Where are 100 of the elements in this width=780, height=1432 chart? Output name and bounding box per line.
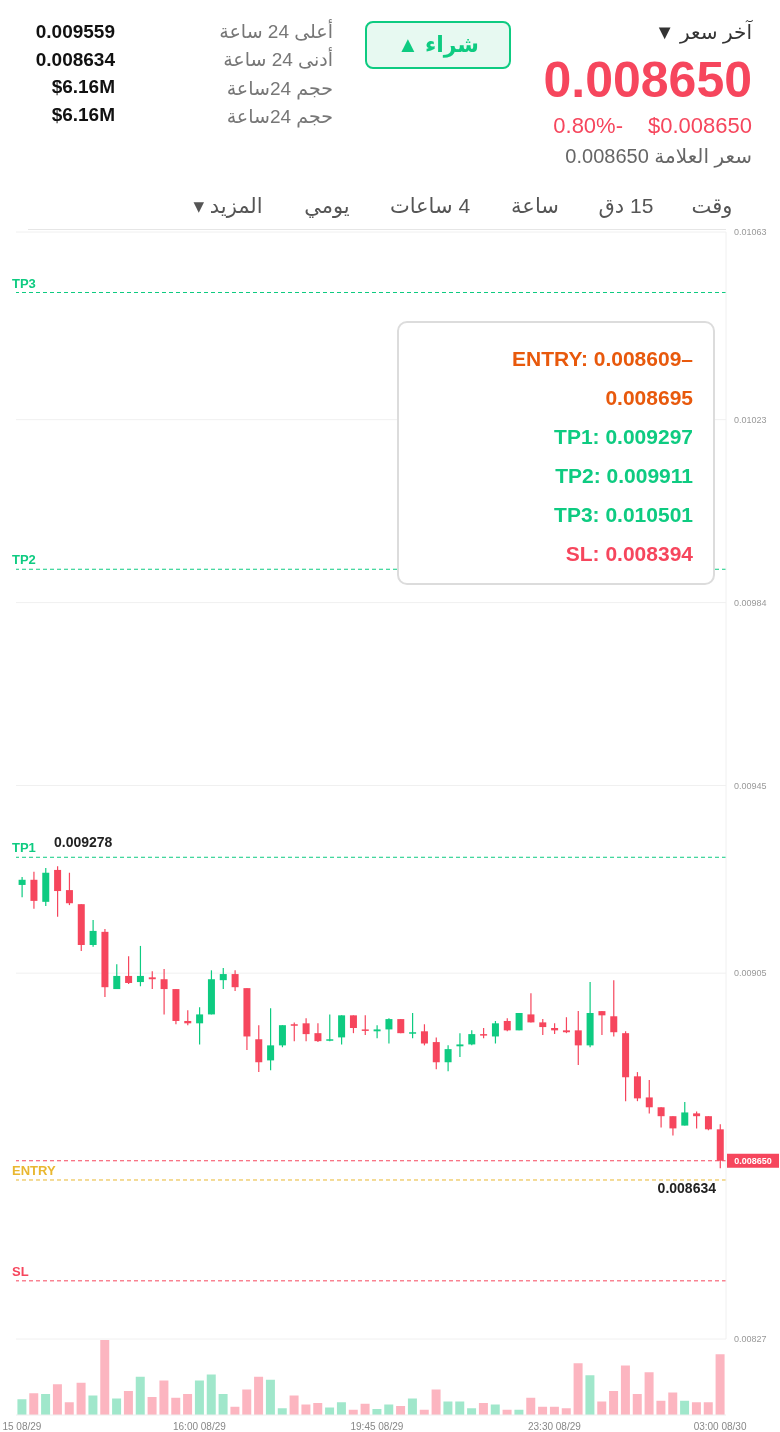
text: 15 دق [598, 193, 654, 219]
y-tick-label: 0.00905 [734, 968, 767, 979]
text: المزيد ▾ [193, 193, 263, 219]
bar [680, 1400, 690, 1415]
annotation: 0.008634 [657, 1180, 716, 1197]
x-tick-label: 19:45 08/29 [350, 1421, 404, 1432]
bar [644, 1372, 654, 1415]
ref-line-label: 0.008650 [734, 1156, 772, 1167]
candlestick [598, 1010, 606, 1036]
text: 0.008634 [35, 48, 115, 72]
bar [478, 1403, 488, 1415]
bar [206, 1374, 216, 1415]
bar [656, 1400, 666, 1415]
text: 4 ساعات [389, 193, 471, 219]
text: يومي [304, 193, 350, 219]
candlestick [326, 1013, 334, 1042]
bar [691, 1402, 701, 1415]
ref-line-label: ENTRY [12, 1162, 56, 1178]
bar [17, 1399, 27, 1415]
candlestick [278, 1024, 286, 1048]
annotation: TP1: 0.009297 [554, 424, 693, 450]
candlestick [290, 1021, 298, 1042]
y-tick-label: 0.00945 [734, 780, 767, 791]
text: آخر سعر ▼ [654, 20, 752, 44]
candlestick [491, 1020, 499, 1045]
candlestick [657, 1106, 665, 1129]
bar [632, 1394, 642, 1415]
candlestick [125, 955, 133, 985]
bar [609, 1391, 619, 1415]
text: $6.16M [51, 103, 115, 127]
ref-line-label: TP1 [12, 840, 36, 856]
text: سعر العلامة 0.008650 [565, 144, 752, 168]
ref-line-label: TP3 [12, 275, 36, 291]
candlestick [633, 1071, 641, 1102]
bar [29, 1393, 39, 1415]
candlestick [160, 968, 168, 1016]
candlestick [65, 872, 73, 906]
x-tick-label: 15 08/29 [2, 1421, 42, 1432]
candlestick [645, 1079, 653, 1114]
candlestick [385, 1017, 393, 1045]
y-tick-label: 0.01063 [734, 227, 767, 238]
text: 0.80%- [553, 112, 623, 140]
candlestick [136, 945, 144, 987]
candlestick [432, 1036, 440, 1070]
annotation: TP3: 0.010501 [554, 502, 693, 528]
candlestick [409, 1012, 417, 1039]
bar [41, 1394, 51, 1415]
bar [88, 1395, 98, 1415]
text: $0.008650 [648, 112, 752, 140]
bar [703, 1402, 713, 1415]
ref-line-label: SL [12, 1263, 29, 1279]
text: ساعة [511, 193, 559, 219]
bar [407, 1398, 417, 1415]
bar [64, 1402, 74, 1415]
candlestick [314, 1022, 322, 1043]
text: 0.008650 [543, 51, 752, 110]
x-tick-label: 03:00 08/30 [693, 1421, 747, 1432]
candlestick [681, 1101, 689, 1127]
bar [715, 1354, 725, 1415]
text: 0.009559 [35, 20, 115, 44]
x-tick-label: 23:30 08/29 [528, 1421, 582, 1432]
candlestick [444, 1044, 452, 1072]
candlestick [18, 876, 26, 898]
candlestick [196, 1006, 204, 1046]
text: $6.16M [51, 75, 115, 99]
text: أدنى 24 ساعة [223, 48, 333, 72]
bar [242, 1389, 252, 1415]
text: حجم 24ساعة [226, 77, 333, 101]
candlestick [302, 1017, 310, 1042]
candlestick [113, 963, 121, 990]
y-tick-label: 0.00984 [734, 597, 767, 608]
bar [526, 1397, 536, 1415]
candlestick [361, 1014, 369, 1036]
candlestick [54, 865, 62, 918]
candlestick [30, 871, 38, 910]
bar [585, 1375, 595, 1415]
bar [183, 1394, 193, 1415]
bar [76, 1382, 86, 1415]
bar [171, 1397, 181, 1415]
candlestick [574, 1010, 582, 1066]
annotation: 0.009278 [54, 834, 113, 851]
buy-button: شراء ▲ [365, 21, 511, 69]
annotation: TP2: 0.009911 [555, 463, 693, 489]
bar [313, 1403, 323, 1415]
x-tick-label: 16:00 08/29 [173, 1421, 227, 1432]
candlestick [669, 1115, 677, 1137]
bar [265, 1379, 275, 1415]
bar [100, 1340, 110, 1415]
text: حجم 24ساعة [226, 105, 333, 129]
candlestick [420, 1023, 428, 1046]
bar [112, 1398, 122, 1415]
bar [218, 1394, 228, 1415]
bar [147, 1397, 157, 1415]
candlestick [338, 1014, 346, 1046]
bar [135, 1376, 145, 1415]
y-tick-label: 0.01023 [734, 414, 767, 425]
candlestick [219, 967, 227, 990]
candlestick [255, 1024, 263, 1073]
bar [254, 1376, 264, 1415]
bar [573, 1363, 583, 1415]
